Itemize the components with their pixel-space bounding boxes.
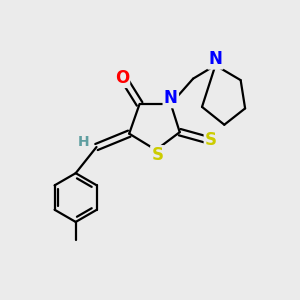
- Text: H: H: [78, 135, 90, 149]
- Text: S: S: [152, 146, 164, 164]
- Text: N: N: [208, 50, 222, 68]
- Text: S: S: [205, 130, 217, 148]
- Text: O: O: [115, 69, 129, 87]
- Text: N: N: [164, 89, 178, 107]
